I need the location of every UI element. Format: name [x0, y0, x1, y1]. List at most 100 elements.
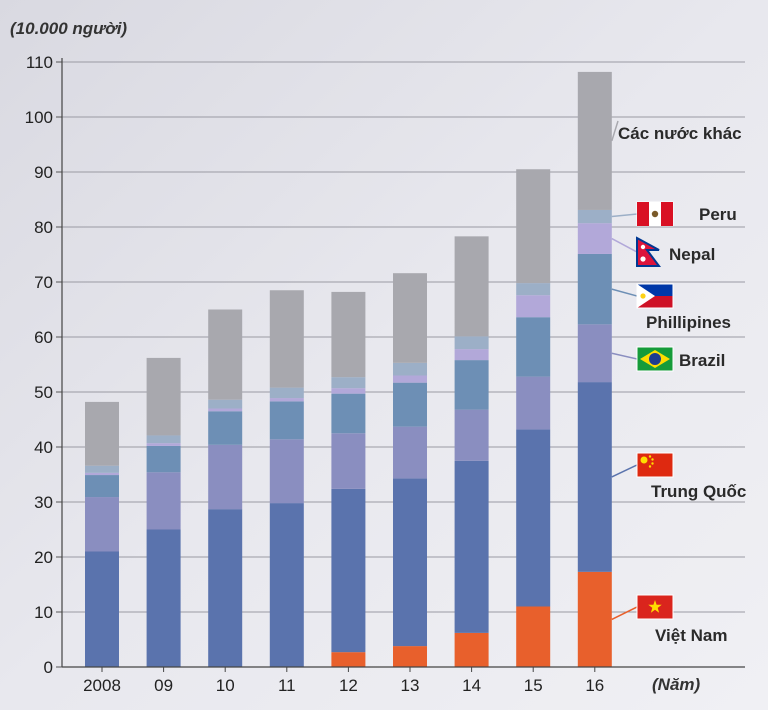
bar-segment	[269, 398, 304, 402]
y-tick-label: 70	[34, 273, 53, 292]
y-tick-label: 40	[34, 438, 53, 457]
bar-segment	[393, 375, 427, 383]
legend-label: Nepal	[669, 245, 715, 264]
nepal-flag-icon	[636, 236, 661, 267]
y-tick-label: 20	[34, 548, 53, 567]
bar-segment	[454, 336, 489, 350]
bar-segment	[454, 460, 489, 633]
bar-segment	[85, 551, 119, 667]
bar-segment	[85, 497, 119, 552]
bar-segment	[146, 472, 181, 530]
bar-segment	[146, 357, 181, 436]
axes: 0 10 20 30 40 50 60 70 80 90 100 110 2008 09 10 11 12 13 1…	[25, 53, 745, 695]
bar-segment	[146, 435, 181, 444]
bar-segment	[577, 571, 612, 667]
legend-connector	[611, 213, 638, 218]
bar-segment	[331, 291, 366, 378]
bar-segment	[85, 475, 119, 498]
legend-label: Trung Quốc	[651, 482, 746, 501]
bar-segment	[393, 273, 427, 363]
bar-segment	[577, 223, 612, 254]
legend-connector	[611, 288, 638, 297]
x-tick-label: 14	[462, 676, 481, 695]
bar-segment	[269, 439, 304, 504]
y-tick-label: 80	[34, 218, 53, 237]
philippines-flag-icon	[636, 283, 674, 309]
x-tick-label: 16	[585, 676, 604, 695]
bar-segment	[393, 362, 427, 376]
bar-segment	[146, 443, 181, 446]
bar-segment	[331, 377, 366, 389]
y-tick-label: 90	[34, 163, 53, 182]
bar-segment	[331, 393, 366, 434]
bar-segment	[85, 472, 119, 476]
x-tick-label: 12	[339, 676, 358, 695]
bar-segment	[393, 382, 427, 427]
y-tick-label: 50	[34, 383, 53, 402]
x-axis-unit-label: (Năm)	[652, 675, 701, 694]
bars	[85, 71, 612, 667]
bar-segment	[393, 478, 427, 647]
legend: Việt Nam Trung Quốc Brazil Phillipines Nepal…	[611, 120, 746, 645]
y-axis-unit-label: (10.000 người)	[10, 19, 127, 38]
peru-flag-icon	[636, 201, 674, 227]
brazil-flag-icon	[636, 346, 674, 372]
legend-label: Việt Nam	[655, 626, 727, 645]
bar-segment	[331, 388, 366, 394]
legend-connector	[611, 464, 638, 478]
bar-segment	[577, 253, 612, 325]
bar-segment	[516, 317, 551, 377]
bar-segment	[331, 652, 366, 667]
bar-segment	[516, 429, 551, 607]
bar-segment	[269, 387, 304, 399]
bar-segment	[85, 401, 119, 466]
bar-segment	[393, 646, 427, 667]
bar-segment	[454, 632, 489, 667]
bar-segment	[516, 376, 551, 430]
bar-segment	[208, 408, 243, 412]
bar-segment	[208, 411, 243, 445]
bar-segment	[516, 295, 551, 318]
bar-segment	[331, 488, 366, 653]
legend-label: Brazil	[679, 351, 725, 370]
bar-segment	[577, 324, 612, 383]
vietnam-flag-icon	[636, 594, 674, 620]
legend-connector	[611, 606, 638, 621]
x-tick-label: 15	[524, 676, 543, 695]
bar-segment	[208, 509, 243, 667]
bar-segment	[454, 349, 489, 361]
x-tick-label: 09	[154, 676, 173, 695]
bar-segment	[516, 606, 551, 667]
bar-segment	[269, 503, 304, 667]
x-tick-label: 11	[278, 676, 296, 695]
bar-segment	[146, 529, 181, 667]
bar-segment	[454, 409, 489, 461]
bar-segment	[269, 290, 304, 388]
bar-segment	[454, 360, 489, 410]
bar-segment	[208, 399, 243, 409]
bar-segment	[208, 444, 243, 510]
bar-segment	[577, 71, 612, 210]
legend-connector	[611, 120, 619, 142]
bar-segment	[577, 209, 612, 224]
legend-label: Các nước khác	[618, 124, 742, 143]
legend-label: Phillipines	[646, 313, 731, 332]
x-tick-label: 2008	[83, 676, 121, 695]
bar-segment	[516, 283, 551, 296]
bar-segment	[331, 433, 366, 489]
bar-segment	[146, 445, 181, 473]
bar-segment	[577, 382, 612, 572]
x-tick-label: 10	[216, 676, 235, 695]
y-tick-label: 30	[34, 493, 53, 512]
bar-segment	[454, 236, 489, 337]
y-tick-label: 0	[44, 658, 53, 677]
china-flag-icon	[636, 452, 674, 478]
bar-segment	[269, 401, 304, 440]
legend-label: Peru	[699, 205, 737, 224]
y-tick-label: 110	[26, 53, 53, 72]
legend-connector	[611, 352, 638, 360]
legend-connector	[611, 237, 638, 253]
bar-segment	[208, 309, 243, 400]
